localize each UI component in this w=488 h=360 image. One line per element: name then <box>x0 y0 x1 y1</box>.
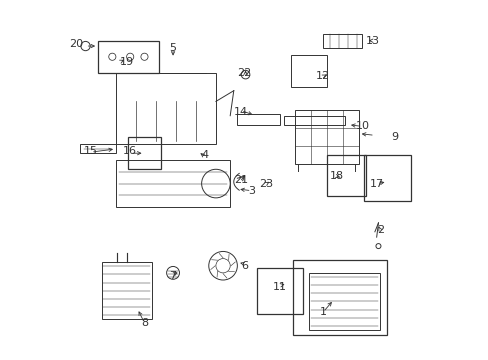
Bar <box>326 155 365 196</box>
Text: 1: 1 <box>319 307 326 317</box>
Text: 16: 16 <box>123 147 137 157</box>
Text: 12: 12 <box>315 71 329 81</box>
Bar <box>237 114 280 125</box>
Text: 21: 21 <box>233 175 247 185</box>
Bar <box>116 73 216 144</box>
Bar <box>308 273 380 330</box>
Text: 8: 8 <box>141 318 148 328</box>
Bar <box>128 137 160 169</box>
Bar <box>102 262 151 319</box>
Text: 18: 18 <box>329 171 344 181</box>
Text: 4: 4 <box>201 150 208 160</box>
Text: 20: 20 <box>69 39 83 49</box>
Text: 6: 6 <box>241 261 247 271</box>
Text: 3: 3 <box>247 186 255 196</box>
Text: 7: 7 <box>169 271 176 282</box>
Text: 13: 13 <box>366 36 379 46</box>
Text: 9: 9 <box>390 132 397 142</box>
Text: 14: 14 <box>233 107 247 117</box>
Text: 11: 11 <box>273 282 286 292</box>
Bar <box>294 111 358 164</box>
Text: 22: 22 <box>237 68 251 78</box>
Bar <box>98 41 159 73</box>
Text: 5: 5 <box>169 43 176 53</box>
Bar <box>323 33 362 48</box>
Bar <box>292 260 386 336</box>
Bar <box>116 160 230 207</box>
Text: 19: 19 <box>119 57 133 67</box>
Text: 10: 10 <box>355 121 368 131</box>
Text: 15: 15 <box>84 147 98 157</box>
Text: 17: 17 <box>369 179 383 189</box>
Bar <box>364 155 410 202</box>
Bar <box>290 55 326 87</box>
Text: 2: 2 <box>376 225 383 235</box>
Bar <box>257 267 303 314</box>
Bar <box>80 144 116 153</box>
Bar <box>283 116 344 125</box>
Text: 23: 23 <box>258 179 272 189</box>
